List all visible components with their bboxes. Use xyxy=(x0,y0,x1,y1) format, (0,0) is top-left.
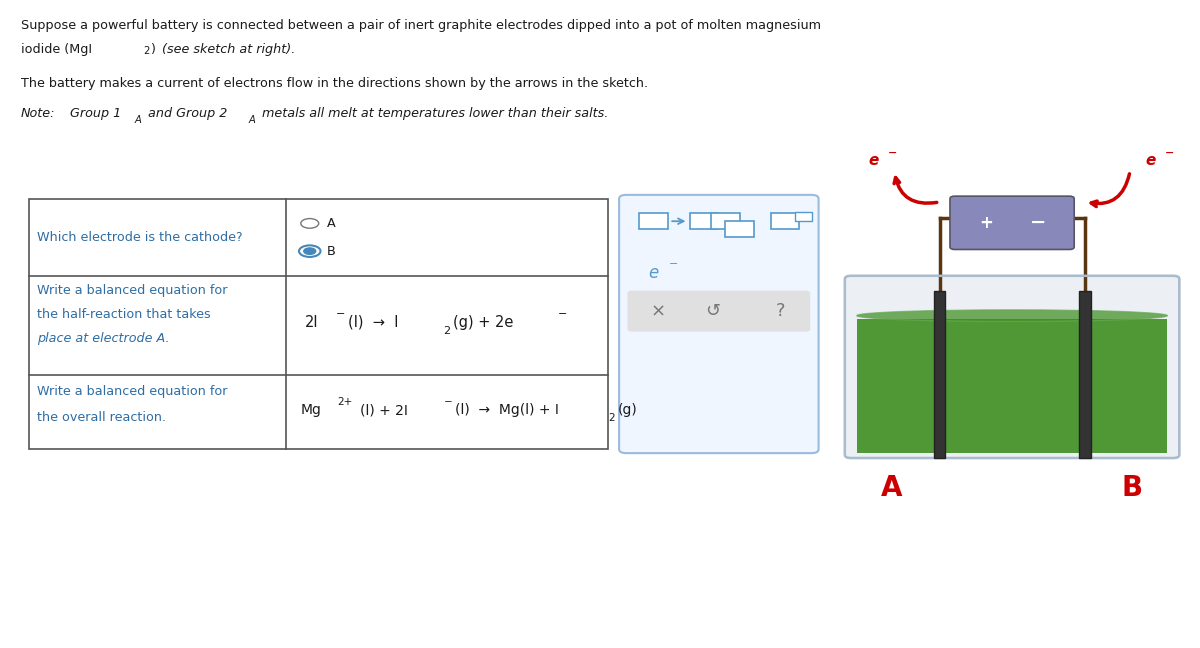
Text: A: A xyxy=(326,217,335,230)
Text: (see sketch at right).: (see sketch at right). xyxy=(162,43,295,56)
Text: (l)  →  I: (l) → I xyxy=(348,315,398,330)
FancyBboxPatch shape xyxy=(690,213,719,229)
Text: place at electrode A.: place at electrode A. xyxy=(37,332,170,345)
FancyBboxPatch shape xyxy=(712,213,739,229)
Text: −: − xyxy=(670,259,679,270)
FancyBboxPatch shape xyxy=(857,319,1168,453)
Text: −: − xyxy=(558,309,568,319)
Text: 2I: 2I xyxy=(305,315,318,330)
Text: B: B xyxy=(326,245,335,258)
Text: ): ) xyxy=(151,43,161,56)
Text: 2: 2 xyxy=(143,47,150,56)
Text: ?: ? xyxy=(775,302,785,320)
Text: (l) + 2I: (l) + 2I xyxy=(360,404,408,417)
Text: A: A xyxy=(881,474,902,502)
Text: e: e xyxy=(648,264,658,282)
Text: iodide (MgI: iodide (MgI xyxy=(20,43,92,56)
FancyBboxPatch shape xyxy=(934,291,946,458)
Text: The battery makes a current of electrons flow in the directions shown by the arr: The battery makes a current of electrons… xyxy=(20,76,648,89)
Text: Mg: Mg xyxy=(300,404,322,417)
Text: e: e xyxy=(1145,153,1156,168)
Text: −: − xyxy=(1030,213,1046,233)
Ellipse shape xyxy=(857,310,1168,321)
Text: Write a balanced equation for: Write a balanced equation for xyxy=(37,385,228,398)
Text: metals all melt at temperatures lower than their salts.: metals all melt at temperatures lower th… xyxy=(258,107,608,120)
Text: A: A xyxy=(134,115,142,124)
Text: (g) + 2e: (g) + 2e xyxy=(454,315,514,330)
FancyBboxPatch shape xyxy=(726,221,754,237)
FancyBboxPatch shape xyxy=(794,211,811,220)
FancyBboxPatch shape xyxy=(29,199,608,449)
Text: +: + xyxy=(979,214,992,232)
Text: −: − xyxy=(336,309,346,319)
Text: 2: 2 xyxy=(444,326,451,336)
Text: and Group 2: and Group 2 xyxy=(144,107,228,120)
Text: 2+: 2+ xyxy=(337,397,353,407)
Text: (g): (g) xyxy=(618,404,637,417)
Text: the half-reaction that takes: the half-reaction that takes xyxy=(37,308,211,321)
Text: −: − xyxy=(1165,148,1174,157)
Text: A: A xyxy=(248,115,256,124)
Text: (l)  →  Mg(l) + I: (l) → Mg(l) + I xyxy=(456,404,559,417)
Text: e: e xyxy=(869,153,880,168)
FancyBboxPatch shape xyxy=(845,276,1180,458)
FancyBboxPatch shape xyxy=(950,196,1074,249)
Text: Group 1: Group 1 xyxy=(66,107,121,120)
Text: Note:: Note: xyxy=(20,107,55,120)
Text: Suppose a powerful battery is connected between a pair of inert graphite electro: Suppose a powerful battery is connected … xyxy=(20,19,821,32)
Text: the overall reaction.: the overall reaction. xyxy=(37,411,167,424)
FancyBboxPatch shape xyxy=(628,290,810,332)
FancyBboxPatch shape xyxy=(640,213,668,229)
FancyBboxPatch shape xyxy=(770,213,799,229)
Circle shape xyxy=(304,248,316,255)
Text: ×: × xyxy=(650,302,665,320)
Text: −: − xyxy=(888,148,898,157)
Text: ↺: ↺ xyxy=(704,302,720,320)
Text: −: − xyxy=(444,397,452,407)
Text: Which electrode is the cathode?: Which electrode is the cathode? xyxy=(37,231,244,244)
Text: 2: 2 xyxy=(608,413,614,423)
Text: B: B xyxy=(1122,474,1142,502)
FancyBboxPatch shape xyxy=(1079,291,1091,458)
FancyBboxPatch shape xyxy=(619,195,818,453)
Text: Write a balanced equation for: Write a balanced equation for xyxy=(37,284,228,297)
